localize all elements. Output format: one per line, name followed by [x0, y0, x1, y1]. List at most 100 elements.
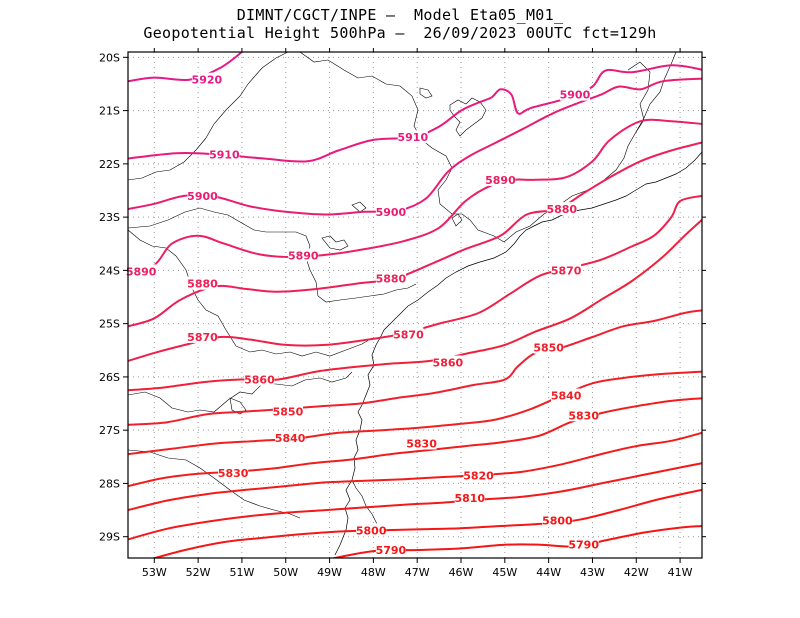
x-tick-label: 41W — [668, 566, 693, 579]
map-frame — [127, 51, 703, 559]
map-title-line-1: DIMNT/CGCT/INPE — Model Eta05_M01_ — [236, 6, 564, 24]
contour-label-bg — [568, 537, 599, 551]
contour-5820 — [128, 431, 702, 512]
contour-label-5880: 5880 — [546, 203, 577, 216]
contour-label-bg — [432, 355, 463, 369]
contour-label-5900: 5900 — [560, 89, 591, 102]
contour-label-bg — [209, 147, 240, 161]
contour-5900 — [128, 77, 702, 216]
contour-5870 — [128, 194, 702, 362]
x-tick-label: 51W — [229, 566, 254, 579]
contour-label-bg — [191, 72, 222, 86]
y-tick-label: 23S — [99, 211, 120, 224]
contour-label-5920: 5920 — [192, 74, 223, 87]
contour-label-5910: 5910 — [397, 131, 428, 144]
y-tick-label: 24S — [99, 264, 120, 277]
gridlines — [128, 52, 702, 558]
contour-5920 — [128, 52, 243, 83]
contour-label-bg — [218, 465, 249, 479]
x-tick-label: 49W — [317, 566, 342, 579]
x-tick-label: 42W — [624, 566, 649, 579]
contour-label-bg — [272, 404, 303, 418]
contour-label-5860: 5860 — [433, 357, 464, 370]
contour-label-5890: 5890 — [485, 174, 516, 187]
y-tick-label: 26S — [99, 371, 120, 384]
contour-label-5890: 5890 — [126, 265, 157, 278]
contour-label-5910: 5910 — [209, 148, 240, 161]
y-tick-label: 22S — [99, 158, 120, 171]
contour-label-bg — [375, 204, 406, 218]
lake-small-3 — [321, 235, 349, 251]
contour-label-bg — [463, 468, 494, 482]
contour-label-5800: 5800 — [356, 524, 387, 537]
contour-label-5880: 5880 — [376, 272, 407, 285]
x-tick-label: 48W — [361, 566, 386, 579]
x-tick-label: 44W — [536, 566, 561, 579]
contour-5910 — [128, 64, 702, 163]
contour-label-5870: 5870 — [551, 264, 582, 277]
contour-5860 — [128, 219, 702, 392]
state-border-rs-sc — [127, 371, 353, 413]
river-paranapanema — [351, 479, 379, 527]
x-tick-label: 46W — [449, 566, 474, 579]
y-tick-label: 25S — [99, 318, 120, 331]
contour-label-5860: 5860 — [244, 374, 275, 387]
contour-5810 — [128, 462, 702, 541]
contour-label-5850: 5850 — [533, 342, 564, 355]
latitude-axis: 20S 21S 22S 23S 24S 25S 26S 27S 28S 29S — [99, 51, 706, 544]
contour-label-bg — [187, 276, 218, 290]
contour-label-5870: 5870 — [393, 328, 424, 341]
coastlines-and-borders — [127, 51, 703, 556]
contour-label-5830: 5830 — [406, 437, 437, 450]
contour-label-bg — [454, 490, 485, 504]
contour-label-bg — [275, 431, 306, 445]
state-border-pr-west — [127, 229, 237, 347]
contour-label-bg — [568, 408, 599, 422]
contour-label-bg — [551, 263, 582, 277]
contour-label-bg — [375, 543, 406, 557]
contour-label-bg — [485, 172, 516, 186]
contour-label-bg — [397, 130, 428, 144]
contour-label-bg — [546, 202, 577, 216]
contour-label-5900: 5900 — [376, 206, 407, 219]
contour-label-bg — [406, 436, 437, 450]
contour-label-bg — [126, 264, 157, 278]
contour-label-5850: 5850 — [273, 406, 304, 419]
state-border-sc-pr — [235, 337, 373, 357]
contour-label-5820: 5820 — [463, 469, 494, 482]
y-tick-label: 21S — [99, 105, 120, 118]
contour-label-bg — [187, 329, 218, 343]
state-border-pr-sp — [127, 207, 417, 303]
river-border-uruguay — [127, 449, 301, 519]
contour-label-5900: 5900 — [187, 190, 218, 203]
state-border-mg-rj — [503, 51, 677, 243]
contour-label-5800: 5800 — [542, 515, 573, 528]
x-tick-label: 45W — [492, 566, 517, 579]
coastline — [334, 151, 703, 556]
y-tick-label: 20S — [99, 51, 120, 64]
contour-label-5830: 5830 — [218, 467, 249, 480]
contour-label-bg — [356, 523, 387, 537]
x-tick-label: 43W — [580, 566, 605, 579]
contour-label-bg — [533, 340, 564, 354]
contour-5840 — [128, 370, 702, 456]
contour-label-5840: 5840 — [551, 390, 582, 403]
state-border-ms — [205, 51, 289, 139]
contour-label-5790: 5790 — [376, 544, 407, 557]
contour-5890 — [128, 118, 702, 274]
contour-label-5840: 5840 — [275, 432, 306, 445]
x-tick-label: 53W — [142, 566, 167, 579]
contour-label-5830: 5830 — [568, 409, 599, 422]
y-tick-label: 29S — [99, 531, 120, 544]
contour-label-bg — [288, 248, 319, 262]
longitude-axis: 53W 52W 51W 50W 49W 48W 47W 46W 45W 44W 43W 42W 41W — [142, 48, 693, 579]
x-tick-label: 52W — [186, 566, 211, 579]
contour-label-bg — [393, 327, 424, 341]
contour-labels: 5920 5910 5910 5900 5900 5900 5890 5890 5890 5880… — [126, 72, 599, 557]
contour-5800 — [151, 488, 702, 558]
map-title-line-2: Geopotential Height 500hPa — 26/09/2023 … — [143, 24, 657, 42]
contour-label-bg — [244, 372, 275, 386]
contour-label-bg — [559, 87, 590, 101]
island-ilhabela — [451, 213, 463, 227]
